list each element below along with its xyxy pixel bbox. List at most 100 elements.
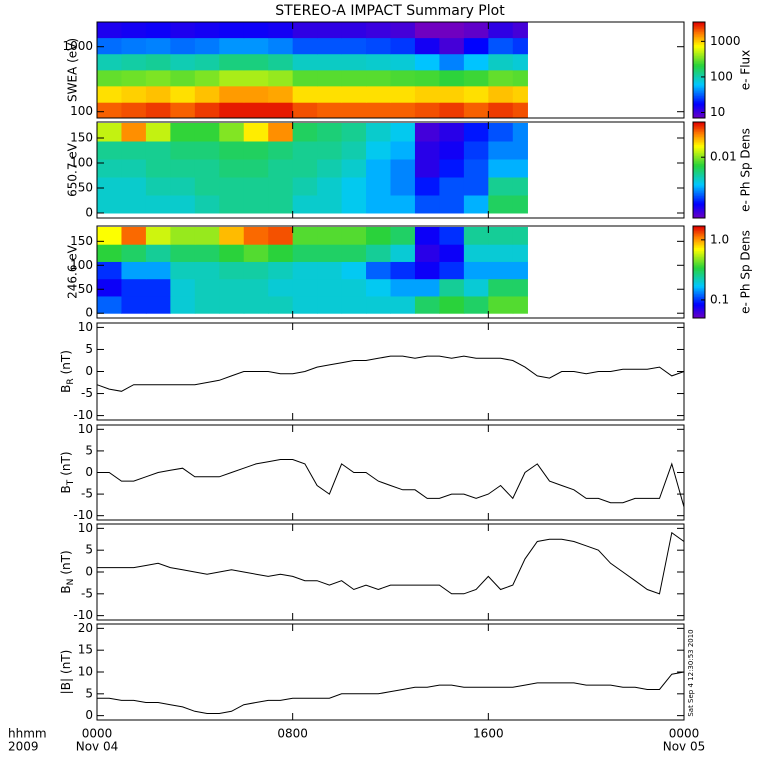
colorbar-swatch (693, 313, 705, 316)
colorbar-swatch (693, 47, 705, 50)
colorbar-swatch (693, 150, 705, 153)
heatmap-cell (243, 261, 269, 280)
colorbar-swatch (693, 208, 705, 211)
colorbar-swatch (693, 252, 705, 255)
heatmap-cell (292, 22, 318, 39)
colorbar-swatch (693, 238, 705, 241)
colorbar-swatch (693, 90, 705, 93)
y-tick-label: 10 (78, 521, 93, 535)
heatmap-cell (194, 53, 220, 71)
heatmap-cell (390, 22, 416, 39)
heatmap-cell (439, 261, 465, 280)
x-tick-label: 0000 (669, 727, 700, 741)
colorbar-swatch (693, 46, 705, 49)
heatmap-cell (219, 261, 245, 280)
heatmap-cell (219, 37, 245, 55)
heatmap-cell (341, 295, 367, 314)
heatmap-cell (463, 244, 489, 262)
heatmap-cell (439, 195, 465, 214)
y-tick-label: 50 (78, 181, 93, 195)
colorbar-swatch (693, 139, 705, 142)
colorbar-swatch (693, 305, 705, 308)
heatmap-cell (414, 85, 440, 103)
heatmap-cell (439, 295, 465, 314)
colorbar-swatch (693, 173, 705, 176)
heatmap-cell (463, 22, 489, 39)
heatmap-cell (317, 226, 343, 245)
heatmap-cell (463, 69, 489, 87)
heatmap-cell (414, 141, 440, 160)
heatmap-cell (121, 85, 147, 103)
heatmap-cell (170, 37, 196, 55)
colorbar-swatch (693, 184, 705, 187)
heatmap-cell (390, 177, 416, 196)
heatmap-cell (390, 123, 416, 142)
y-tick-label: 0 (85, 364, 93, 378)
heatmap-cell (341, 244, 367, 262)
heatmap-cell (463, 123, 489, 142)
heatmap-cell (145, 53, 171, 71)
heatmap-cell (219, 278, 245, 297)
colorbar-swatch (693, 62, 705, 65)
heatmap-cell (97, 261, 122, 280)
y-axis-label-sub: R (66, 378, 76, 384)
colorbar-swatch (693, 242, 705, 245)
heatmap-cell (97, 177, 122, 196)
heatmap-cell (512, 195, 528, 214)
colorbar-swatch (693, 293, 705, 296)
heatmap-cell (414, 37, 440, 55)
heatmap-cell (488, 159, 514, 178)
heatmap-cell (341, 22, 367, 39)
heatmap-cell (390, 244, 416, 262)
colorbar-swatch (693, 200, 705, 203)
heatmap-cell (317, 85, 343, 103)
heatmap-cell (219, 195, 245, 214)
heatmap-cell (414, 261, 440, 280)
y-axis-label-sub: T (66, 479, 76, 486)
colorbar-swatch (693, 189, 705, 192)
y-axis-label-unit: (nT) (59, 350, 73, 374)
colorbar-swatch (693, 261, 705, 264)
heatmap-cell (268, 261, 294, 280)
colorbar-swatch (693, 98, 705, 101)
heatmap-cell (488, 295, 514, 314)
heatmap-cell (317, 295, 343, 314)
colorbar-swatch (693, 213, 705, 216)
colorbar-tick-label: 1.0 (710, 232, 729, 246)
colorbar-swatch (693, 114, 705, 117)
colorbar-swatch (693, 270, 705, 273)
colorbar-swatch (693, 86, 705, 89)
heatmap-cell (317, 195, 343, 214)
heatmap-cell (414, 177, 440, 196)
y-axis-label-unit: (nT) (59, 650, 73, 674)
colorbar-swatch (693, 100, 705, 103)
heatmap-cell (488, 69, 514, 87)
colorbar-swatch (693, 227, 705, 230)
heatmap-cell (170, 159, 196, 178)
colorbar-swatch (693, 174, 705, 177)
colorbar-swatch (693, 307, 705, 310)
data-line (97, 531, 685, 595)
colorbar-swatch (693, 170, 705, 173)
heatmap-cell (243, 123, 269, 142)
colorbar-swatch (693, 39, 705, 42)
heatmap-cell (414, 69, 440, 87)
y-tick-label: 150 (70, 131, 93, 145)
heatmap-cell (439, 102, 465, 119)
heatmap-cell (145, 278, 171, 297)
y-axis-label-sub: N (66, 579, 76, 586)
colorbar-swatch (693, 198, 705, 201)
heatmap-cell (194, 141, 220, 160)
colorbar-swatch (693, 304, 705, 307)
heatmap-cell (97, 244, 122, 262)
colorbar-swatch (693, 162, 705, 165)
colorbar-swatch (693, 122, 705, 125)
colorbar-swatch (693, 105, 705, 108)
heatmap-cell (512, 102, 528, 119)
heatmap-cell (463, 102, 489, 119)
colorbar-swatch (693, 276, 705, 279)
heatmap-cell (292, 159, 318, 178)
heatmap-cell (268, 69, 294, 87)
heatmap-cell (121, 226, 147, 245)
heatmap-cell (194, 295, 220, 314)
